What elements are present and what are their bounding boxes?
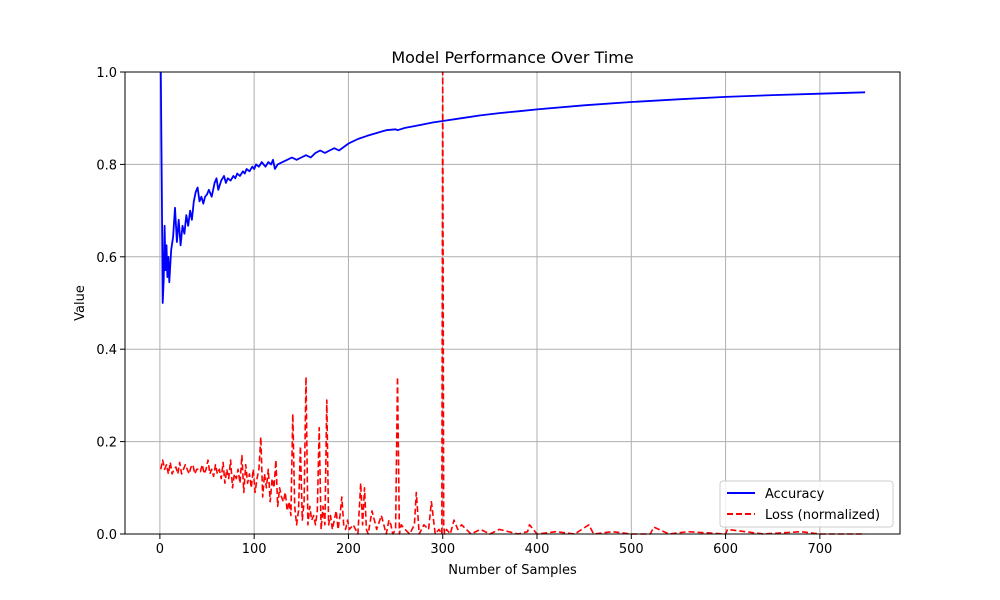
- series-lines: [159, 71, 866, 535]
- chart-title: Model Performance Over Time: [391, 48, 633, 67]
- legend: Accuracy Loss (normalized): [719, 480, 894, 528]
- x-axis-label: Number of Samples: [448, 563, 577, 578]
- axis-ticks: 0 100 200 300 400 500 600 700 0.0 0.2 0.4 0.6 0.8 1.0: [96, 66, 832, 557]
- x-tick-label: 100: [242, 542, 267, 557]
- loss-series-line: [160, 71, 866, 535]
- y-tick-label: 0.8: [96, 158, 117, 173]
- y-tick-label: 1.0: [96, 66, 117, 81]
- y-tick-label: 0.2: [96, 436, 117, 451]
- x-tick-label: 200: [336, 542, 361, 557]
- legend-accuracy-label: Accuracy: [765, 487, 825, 502]
- x-tick-label: 400: [525, 542, 550, 557]
- y-axis-label: Value: [73, 285, 88, 321]
- legend-box: [719, 480, 894, 528]
- x-tick-label: 300: [430, 542, 455, 557]
- y-tick-label: 0.6: [96, 251, 117, 266]
- x-tick-label: 0: [156, 542, 164, 557]
- x-tick-label: 700: [807, 542, 832, 557]
- legend-loss-label: Loss (normalized): [765, 508, 880, 523]
- y-tick-label: 0.0: [96, 528, 117, 543]
- x-tick-label: 500: [619, 542, 644, 557]
- accuracy-series-line: [159, 71, 866, 304]
- x-tick-label: 600: [713, 542, 738, 557]
- y-tick-label: 0.4: [96, 343, 117, 358]
- plot-frame: [124, 71, 901, 535]
